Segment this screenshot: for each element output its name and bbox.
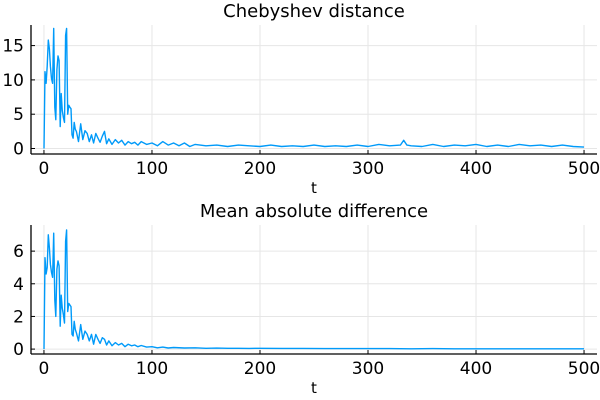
y-tick-label: 0 [13, 140, 24, 160]
y-ticks: 0 2 4 6 [13, 242, 35, 360]
x-tick-label: 200 [244, 159, 276, 179]
y-tick-label: 10 [2, 71, 24, 91]
panel-mean-absolute-difference: Mean absolute difference 0 2 4 6 0 100 200 300… [13, 201, 600, 397]
x-axis-label: t [311, 179, 317, 197]
panel-chebyshev: Chebyshev distance 0 5 10 15 0 100 200 300 400 5… [2, 1, 600, 197]
y-tick-label: 4 [13, 275, 24, 295]
grid-layer [31, 25, 597, 154]
y-tick-label: 0 [13, 340, 24, 360]
x-tick-label: 400 [460, 359, 492, 379]
x-tick-label: 500 [568, 359, 600, 379]
series-line [43, 27, 585, 149]
x-tick-label: 0 [39, 359, 50, 379]
x-tick-label: 100 [136, 359, 168, 379]
y-tick-label: 6 [13, 242, 24, 262]
x-tick-label: 100 [136, 159, 168, 179]
y-ticks: 0 5 10 15 [2, 37, 35, 160]
y-tick-label: 15 [2, 37, 24, 57]
x-tick-label: 400 [460, 159, 492, 179]
x-tick-label: 200 [244, 359, 276, 379]
x-ticks: 0 100 200 300 400 500 [39, 350, 600, 379]
y-tick-label: 2 [13, 307, 24, 327]
x-tick-label: 300 [352, 359, 384, 379]
chart-title: Chebyshev distance [223, 1, 405, 22]
x-axis-label: t [311, 379, 317, 397]
x-tick-label: 0 [39, 159, 50, 179]
y-tick-label: 5 [13, 105, 24, 125]
x-tick-label: 500 [568, 159, 600, 179]
x-ticks: 0 100 200 300 400 500 [39, 150, 600, 179]
series-line [43, 229, 584, 350]
chart-title: Mean absolute difference [200, 201, 428, 222]
grid-layer [31, 225, 597, 354]
x-tick-label: 300 [352, 159, 384, 179]
